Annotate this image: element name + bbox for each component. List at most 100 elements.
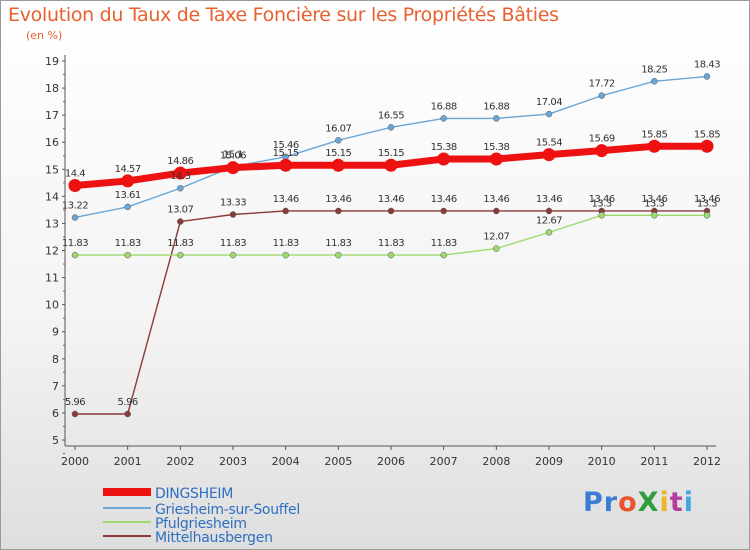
legend-label: Griesheim-sur-Souffel: [155, 502, 300, 518]
data-label: 13.46: [641, 194, 667, 205]
data-point: [598, 212, 605, 219]
data-label: 15.85: [641, 129, 667, 140]
data-label: 11.83: [62, 238, 88, 249]
data-label: 5.96: [118, 397, 138, 408]
data-label: 15.1: [223, 150, 243, 161]
data-point: [177, 184, 184, 192]
data-point: [440, 115, 447, 122]
data-point: [545, 229, 553, 236]
data-label: 5.96: [65, 397, 85, 408]
chart-unit-label: (en %): [26, 29, 63, 42]
data-label: 14.3: [170, 171, 190, 182]
data-point: [282, 207, 289, 215]
data-label: 15.69: [589, 134, 615, 145]
data-point: [387, 124, 395, 131]
data-label: 11.83: [431, 238, 457, 249]
y-tick-label: 14: [45, 190, 59, 203]
data-point: [124, 203, 131, 211]
data-label: 16.88: [483, 101, 509, 112]
legend-label: DINGSHEIM: [155, 486, 233, 502]
data-label: 13.46: [536, 194, 562, 205]
data-point: [440, 207, 447, 215]
data-point: [173, 166, 187, 180]
data-point: [703, 73, 711, 80]
data-label: 16.07: [325, 123, 351, 134]
data-point: [651, 212, 658, 219]
legend-label: Mittelhausbergen: [155, 530, 273, 546]
data-label: 13.33: [220, 197, 246, 208]
data-point: [437, 152, 451, 166]
x-tick-label: 2012: [693, 455, 721, 468]
data-point: [335, 251, 342, 259]
data-label: 18.43: [694, 59, 720, 70]
data-label: 15.15: [273, 148, 299, 159]
data-point: [387, 251, 395, 259]
chart-title: Evolution du Taux de Taxe Foncière sur l…: [8, 4, 559, 26]
data-label: 12.67: [536, 215, 562, 226]
data-label: 11.83: [115, 238, 141, 249]
data-point: [124, 251, 131, 259]
data-label: 15.38: [483, 142, 509, 153]
data-point: [68, 179, 82, 193]
data-point: [489, 152, 503, 166]
data-label: 13.46: [694, 194, 720, 205]
data-point: [384, 158, 398, 172]
data-point: [331, 158, 345, 172]
x-tick-label: 2001: [114, 455, 142, 468]
x-tick-label: 2011: [640, 455, 668, 468]
x-tick-label: 2005: [324, 455, 352, 468]
x-tick-label: 2007: [430, 455, 458, 468]
data-point: [71, 214, 79, 221]
data-label: 16.55: [378, 110, 404, 121]
data-label: 17.04: [536, 97, 562, 108]
legend-label: Pfulgriesheim: [155, 516, 247, 532]
data-point: [542, 148, 556, 162]
data-point: [335, 137, 342, 144]
data-label: 13.46: [325, 194, 351, 205]
y-tick-label: 10: [45, 299, 59, 312]
data-label: 15.38: [431, 142, 457, 153]
y-tick-label: 15: [45, 163, 59, 176]
y-tick-label: 18: [45, 82, 59, 95]
data-label: 13.22: [62, 200, 88, 211]
data-label: 14.86: [167, 156, 193, 167]
data-point: [440, 251, 447, 259]
data-point: [226, 161, 240, 175]
data-label: 14.57: [115, 164, 141, 175]
data-point: [121, 174, 135, 188]
data-point: [647, 139, 661, 153]
data-label: 13.3: [592, 198, 612, 209]
x-tick-label: 2009: [535, 455, 563, 468]
data-label: 11.83: [220, 238, 246, 249]
data-point: [71, 251, 79, 259]
data-point: [177, 218, 184, 225]
data-point: [595, 144, 609, 158]
data-label: 15.46: [273, 140, 299, 151]
y-tick-label: 13: [45, 217, 59, 230]
data-label: 15.15: [325, 148, 351, 159]
data-label: 13.46: [273, 194, 299, 205]
y-tick-label: 11: [45, 272, 59, 285]
data-label: 16.88: [431, 101, 457, 112]
data-point: [71, 410, 79, 418]
data-point: [703, 212, 711, 219]
x-tick-label: 2010: [588, 455, 616, 468]
data-point: [177, 251, 184, 259]
data-label: 13.46: [431, 194, 457, 205]
data-label: 17.72: [589, 79, 615, 90]
y-tick-label: 7: [52, 380, 59, 393]
data-point: [545, 207, 553, 215]
data-point: [493, 115, 500, 122]
data-point: [282, 251, 289, 259]
x-tick-label: 2006: [377, 455, 405, 468]
data-point: [598, 92, 605, 99]
data-point: [493, 245, 500, 252]
data-label: 15.85: [694, 129, 720, 140]
y-tick-label: 16: [45, 136, 59, 149]
data-label: 13.07: [167, 205, 193, 216]
data-label: 13.3: [644, 198, 664, 209]
x-tick-label: 2003: [219, 455, 247, 468]
data-point: [651, 78, 658, 85]
